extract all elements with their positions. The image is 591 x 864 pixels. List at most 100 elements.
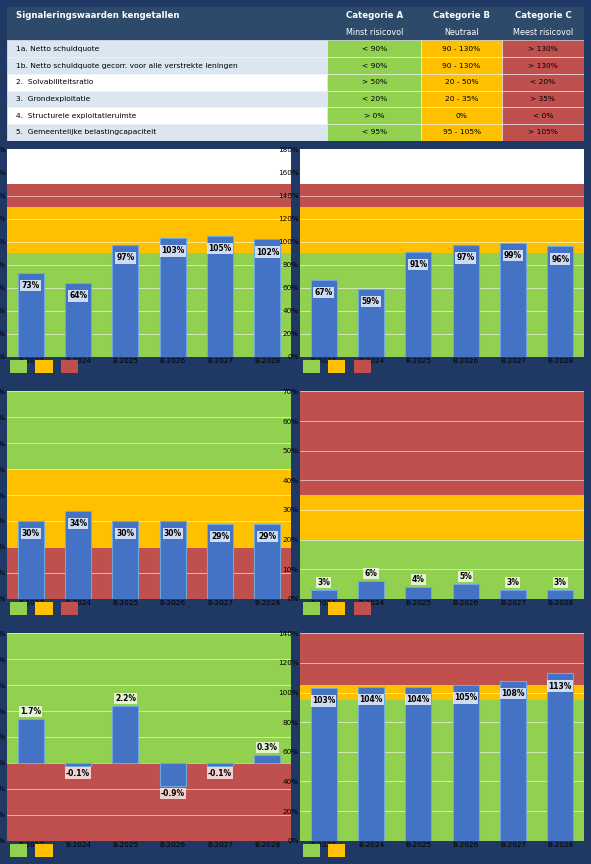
Text: < 95%: < 95%: [362, 130, 387, 136]
Bar: [300, 495, 584, 539]
Bar: [421, 91, 502, 107]
Bar: [7, 207, 291, 253]
Text: 96%: 96%: [551, 255, 569, 264]
Bar: [354, 359, 371, 373]
Bar: [65, 763, 91, 766]
Bar: [18, 521, 44, 599]
Text: 3.  Grondexploitatie: 3. Grondexploitatie: [16, 96, 90, 102]
Bar: [18, 719, 44, 763]
Text: -0.1%: -0.1%: [208, 769, 232, 778]
Bar: [327, 124, 421, 141]
Text: 1a. Netto schuldquote: 1a. Netto schuldquote: [16, 46, 99, 52]
Text: 4%: 4%: [412, 575, 425, 584]
Bar: [112, 706, 138, 763]
Bar: [311, 688, 337, 841]
Text: 91%: 91%: [409, 260, 427, 270]
Text: 1.7%: 1.7%: [20, 707, 41, 715]
Text: < 90%: < 90%: [362, 62, 387, 68]
Text: 3%: 3%: [317, 578, 330, 587]
Text: 4.  Structurele exploitatieruimte: 4. Structurele exploitatieruimte: [16, 112, 136, 118]
Text: 20 - 50%: 20 - 50%: [445, 79, 478, 86]
Text: > 0%: > 0%: [364, 112, 385, 118]
Text: < 90%: < 90%: [362, 46, 387, 52]
Bar: [300, 633, 584, 685]
Bar: [502, 107, 584, 124]
Text: 64%: 64%: [69, 291, 87, 301]
Text: Categorie B: Categorie B: [433, 10, 490, 20]
Text: 105%: 105%: [209, 245, 232, 253]
Bar: [300, 149, 584, 184]
Text: 99%: 99%: [504, 251, 522, 260]
Text: 20 - 35%: 20 - 35%: [445, 96, 478, 102]
Bar: [300, 685, 584, 700]
Text: < 0%: < 0%: [532, 112, 553, 118]
Bar: [35, 601, 53, 615]
Text: 67%: 67%: [314, 288, 333, 297]
Bar: [502, 74, 584, 91]
Bar: [303, 843, 320, 857]
Bar: [421, 107, 502, 124]
Text: Neutraal: Neutraal: [444, 28, 479, 36]
Text: 104%: 104%: [407, 695, 430, 704]
Bar: [358, 289, 384, 357]
Text: 105%: 105%: [454, 694, 477, 702]
Text: Minst risicovol: Minst risicovol: [346, 28, 403, 36]
Bar: [502, 41, 584, 57]
Bar: [112, 245, 138, 357]
Bar: [421, 124, 502, 141]
Bar: [160, 238, 186, 357]
Bar: [7, 41, 327, 57]
Text: 59%: 59%: [362, 297, 380, 306]
Text: 34%: 34%: [69, 519, 87, 528]
Text: > 130%: > 130%: [528, 62, 558, 68]
Bar: [7, 107, 327, 124]
Bar: [405, 687, 431, 841]
Bar: [303, 601, 320, 615]
Text: 113%: 113%: [548, 682, 572, 690]
Text: < 20%: < 20%: [530, 79, 556, 86]
Text: 6%: 6%: [365, 569, 378, 578]
Bar: [502, 91, 584, 107]
Bar: [7, 469, 291, 547]
Bar: [421, 57, 502, 74]
Text: 90 - 130%: 90 - 130%: [443, 46, 480, 52]
Bar: [421, 41, 502, 57]
Text: 30%: 30%: [164, 530, 182, 538]
Text: 95 - 105%: 95 - 105%: [443, 130, 480, 136]
Text: 104%: 104%: [359, 695, 382, 704]
Bar: [254, 524, 280, 599]
Text: > 105%: > 105%: [528, 130, 558, 136]
Bar: [327, 91, 421, 107]
Text: Signaleringswaarden kengetallen: Signaleringswaarden kengetallen: [16, 10, 179, 20]
Text: 103%: 103%: [161, 246, 184, 256]
Text: > 50%: > 50%: [362, 79, 387, 86]
Bar: [358, 581, 384, 599]
Text: Meest risicovol: Meest risicovol: [513, 28, 573, 36]
Bar: [500, 590, 526, 599]
Bar: [327, 57, 421, 74]
Bar: [300, 700, 584, 841]
Bar: [547, 246, 573, 357]
Bar: [300, 391, 584, 495]
Bar: [65, 283, 91, 357]
Bar: [160, 763, 186, 786]
Bar: [7, 633, 291, 763]
Bar: [7, 253, 291, 357]
Text: > 130%: > 130%: [528, 46, 558, 52]
Text: 97%: 97%: [456, 253, 475, 263]
Bar: [453, 584, 479, 599]
Bar: [254, 239, 280, 357]
Bar: [421, 74, 502, 91]
Text: 5%: 5%: [459, 572, 472, 581]
Bar: [207, 524, 233, 599]
Bar: [7, 391, 291, 469]
Bar: [453, 245, 479, 357]
Bar: [112, 521, 138, 599]
Bar: [405, 587, 431, 599]
Bar: [453, 685, 479, 841]
Bar: [500, 681, 526, 841]
Text: > 35%: > 35%: [531, 96, 556, 102]
Text: 2.2%: 2.2%: [115, 694, 136, 702]
Text: 29%: 29%: [211, 532, 229, 541]
Bar: [547, 590, 573, 599]
